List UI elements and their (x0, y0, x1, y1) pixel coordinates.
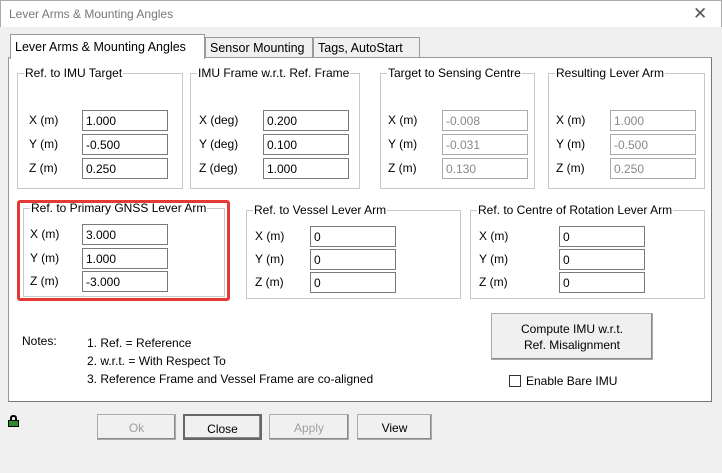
tab-sensor-mounting[interactable]: Sensor Mounting (205, 37, 313, 58)
imu_target-z-input[interactable]: 0.250 (82, 158, 168, 179)
group-title: Ref. to Vessel Lever Arm (253, 203, 388, 217)
field-label: Y (m) (556, 137, 586, 151)
field-label: Z (m) (255, 275, 284, 289)
note-1: 1. Ref. = Reference (87, 336, 192, 350)
group-sensing: Target to Sensing Centre (380, 66, 535, 189)
compute-imu-button[interactable]: Compute IMU w.r.t. Ref. Misalignment (491, 313, 653, 360)
group-rotation: Ref. to Centre of Rotation Lever Arm (470, 203, 705, 299)
field-label: Y (m) (388, 137, 418, 151)
field-label: X (m) (479, 229, 509, 243)
group-vessel: Ref. to Vessel Lever Arm (246, 203, 461, 299)
lock-icon (8, 415, 19, 427)
imu_target-x-input[interactable]: 1.000 (82, 110, 168, 131)
sensing-y-input: -0.031 (442, 134, 528, 155)
notes-label: Notes: (22, 334, 57, 348)
group-title: IMU Frame w.r.t. Ref. Frame (197, 66, 351, 80)
field-label: Y (m) (29, 137, 59, 151)
close-button[interactable]: Close (183, 414, 262, 440)
gnss-x-input[interactable]: 3.000 (82, 224, 168, 245)
field-label: Z (m) (479, 275, 508, 289)
bare-imu-label: Enable Bare IMU (526, 374, 618, 388)
gnss-y-input[interactable]: 1.000 (82, 248, 168, 269)
group-title: Resulting Lever Arm (555, 66, 666, 80)
note-2: 2. w.r.t. = With Respect To (87, 354, 226, 368)
field-label: Z (deg) (199, 161, 238, 175)
gnss-z-input[interactable]: -3.000 (82, 271, 168, 292)
field-label: Y (m) (479, 252, 509, 266)
group-title: Ref. to Centre of Rotation Lever Arm (477, 203, 674, 217)
view-button[interactable]: View (357, 414, 432, 440)
rotation-z-input[interactable]: 0 (559, 272, 645, 293)
group-imu_frame: IMU Frame w.r.t. Ref. Frame (190, 66, 360, 189)
resulting-x-input: 1.000 (610, 110, 696, 131)
close-icon[interactable]: ✕ (693, 4, 708, 23)
field-label: Z (m) (388, 161, 417, 175)
resulting-z-input: 0.250 (610, 158, 696, 179)
ok-button[interactable]: Ok (97, 414, 176, 440)
title-bar: Lever Arms & Mounting Angles ✕ (0, 0, 722, 27)
tab-tags-autostart[interactable]: Tags, AutoStart (313, 37, 420, 58)
field-label: Y (deg) (199, 137, 239, 151)
field-label: X (m) (556, 113, 586, 127)
group-title: Ref. to IMU Target (24, 66, 124, 80)
group-gnss: Ref. to Primary GNSS Lever Arm (23, 201, 225, 297)
field-label: Z (m) (30, 274, 59, 288)
field-label: Y (m) (30, 251, 60, 265)
imu_frame-y-input[interactable]: 0.100 (263, 134, 349, 155)
resulting-y-input: -0.500 (610, 134, 696, 155)
imu_frame-z-input[interactable]: 1.000 (263, 158, 349, 179)
compute-line-1: Compute IMU w.r.t. (520, 322, 624, 336)
field-label: Y (m) (255, 252, 285, 266)
field-label: X (m) (29, 113, 59, 127)
imu_target-y-input[interactable]: -0.500 (82, 134, 168, 155)
group-imu_target: Ref. to IMU Target (17, 66, 183, 189)
tab-lever-arms[interactable]: Lever Arms & Mounting Angles (10, 34, 205, 59)
group-title: Ref. to Primary GNSS Lever Arm (30, 201, 208, 215)
rotation-y-input[interactable]: 0 (559, 249, 645, 270)
group-resulting: Resulting Lever Arm (548, 66, 705, 189)
vessel-x-input[interactable]: 0 (310, 226, 396, 247)
rotation-x-input[interactable]: 0 (559, 226, 645, 247)
field-label: X (deg) (199, 113, 239, 127)
field-label: X (m) (388, 113, 418, 127)
sensing-z-input: 0.130 (442, 158, 528, 179)
sensing-x-input: -0.008 (442, 110, 528, 131)
imu_frame-x-input[interactable]: 0.200 (263, 110, 349, 131)
field-label: X (m) (255, 229, 285, 243)
field-label: Z (m) (29, 161, 58, 175)
window-title: Lever Arms & Mounting Angles (9, 7, 174, 21)
group-title: Target to Sensing Centre (387, 66, 522, 80)
note-3: 3. Reference Frame and Vessel Frame are … (87, 372, 374, 386)
apply-button[interactable]: Apply (269, 414, 349, 440)
compute-line-2: Ref. Misalignment (523, 338, 621, 352)
bare-imu-checkbox[interactable] (509, 375, 521, 387)
field-label: Z (m) (556, 161, 585, 175)
field-label: X (m) (30, 227, 60, 241)
vessel-y-input[interactable]: 0 (310, 249, 396, 270)
vessel-z-input[interactable]: 0 (310, 272, 396, 293)
